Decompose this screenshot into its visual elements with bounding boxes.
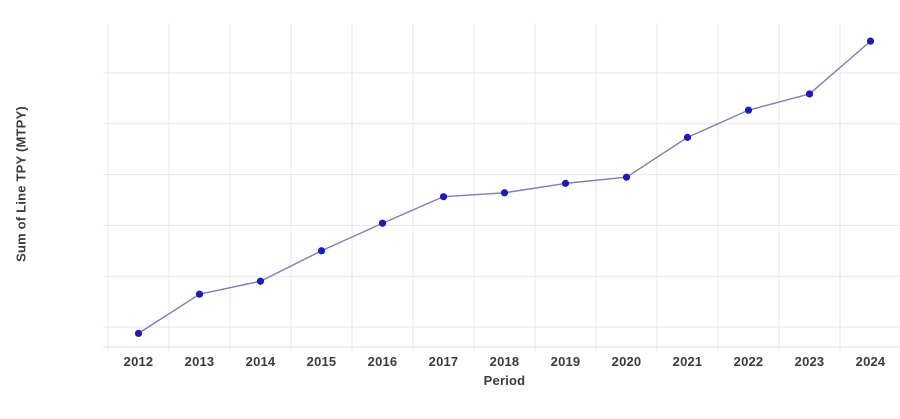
data-point-2024[interactable] bbox=[866, 37, 875, 45]
data-point-2023[interactable] bbox=[805, 90, 814, 98]
x-tick-label-2023: 2023 bbox=[794, 354, 825, 369]
data-point-2019[interactable] bbox=[561, 179, 570, 187]
x-tick-label-2017: 2017 bbox=[428, 354, 459, 369]
data-point-2015[interactable] bbox=[317, 247, 326, 255]
data-point-2016[interactable] bbox=[378, 219, 387, 227]
data-point-2020[interactable] bbox=[622, 173, 631, 181]
x-tick-label-2019: 2019 bbox=[550, 354, 581, 369]
x-tick-label-2014: 2014 bbox=[245, 354, 276, 369]
data-point-2014[interactable] bbox=[256, 277, 265, 285]
x-tick-label-2016: 2016 bbox=[367, 354, 398, 369]
x-tick-label-2015: 2015 bbox=[306, 354, 337, 369]
data-point-2021[interactable] bbox=[683, 133, 692, 141]
x-axis-title: Period bbox=[483, 373, 526, 388]
x-tick-label-2021: 2021 bbox=[672, 354, 703, 369]
data-point-2012[interactable] bbox=[134, 329, 143, 337]
data-point-2018[interactable] bbox=[500, 189, 509, 197]
x-tick-label-2020: 2020 bbox=[611, 354, 642, 369]
x-tick-label-2012: 2012 bbox=[123, 354, 154, 369]
x-tick-label-2018: 2018 bbox=[489, 354, 520, 369]
x-tick-label-2024: 2024 bbox=[855, 354, 886, 369]
x-tick-label-2013: 2013 bbox=[184, 354, 215, 369]
x-tick-label-2022: 2022 bbox=[733, 354, 764, 369]
data-point-2013[interactable] bbox=[195, 290, 204, 298]
data-point-2022[interactable] bbox=[744, 106, 753, 114]
trend-line bbox=[138, 40, 871, 334]
data-point-2017[interactable] bbox=[439, 193, 448, 201]
